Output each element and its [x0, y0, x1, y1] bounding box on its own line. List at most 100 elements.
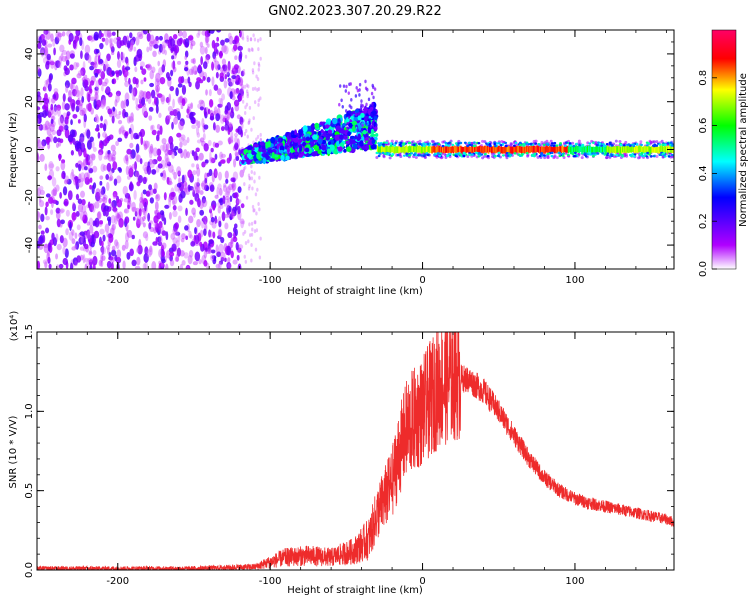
heatmap-cell	[227, 77, 232, 83]
heatmap-cell	[37, 142, 40, 147]
heatmap-cell	[251, 204, 255, 209]
heatmap-cell	[566, 145, 569, 153]
heatmap-cell	[392, 146, 395, 154]
heatmap-cell	[339, 134, 344, 141]
heatmap-cell	[118, 218, 124, 228]
heatmap-cell	[77, 198, 83, 205]
heatmap-cell	[547, 146, 550, 154]
heatmap-cell	[356, 88, 360, 93]
heatmap-cell	[463, 146, 465, 154]
heatmap-cell	[163, 192, 167, 201]
heatmap-cell	[141, 199, 146, 204]
heatmap-cell	[138, 131, 143, 137]
heatmap-cell	[227, 136, 233, 144]
heatmap-cell	[372, 85, 375, 90]
heatmap-cell	[220, 39, 225, 46]
heatmap-cell	[435, 142, 439, 145]
heatmap-cell	[210, 254, 215, 261]
heatmap-cell	[77, 70, 84, 77]
heatmap-cell	[455, 146, 458, 154]
heatmap-cell	[201, 196, 207, 204]
heatmap-cell	[159, 144, 165, 151]
heatmap-cell	[76, 141, 82, 152]
heatmap-cell	[651, 140, 655, 144]
heatmap-cell	[184, 50, 189, 58]
heatmap-cell	[102, 234, 106, 242]
heatmap-cell	[180, 190, 186, 199]
heatmap-cell	[512, 146, 514, 154]
heatmap-cell	[247, 173, 251, 178]
heatmap-cell	[98, 68, 103, 77]
heatmap-cell	[446, 154, 449, 158]
heatmap-cell	[187, 169, 193, 179]
heatmap-cell	[143, 111, 149, 116]
heatmap-cell	[190, 58, 195, 64]
heatmap-cell	[478, 146, 480, 153]
heatmap-cell	[665, 145, 668, 153]
heatmap-cell	[172, 194, 178, 205]
heatmap-cell	[258, 207, 261, 212]
y-tick-label: 0.0	[24, 562, 35, 578]
heatmap-cell	[509, 143, 513, 147]
heatmap-cell	[482, 146, 485, 154]
heatmap-cell	[513, 146, 515, 154]
heatmap-cell	[584, 145, 587, 153]
heatmap-cell	[106, 30, 112, 39]
heatmap-cell	[130, 111, 134, 122]
heatmap-cell	[111, 51, 115, 56]
heatmap-cell	[152, 158, 158, 165]
heatmap-cell	[616, 146, 619, 153]
heatmap-cell	[219, 204, 224, 210]
heatmap-cell	[115, 90, 121, 97]
heatmap-cell	[172, 109, 178, 117]
heatmap-cell	[50, 97, 56, 104]
heatmap-cell	[194, 181, 200, 190]
heatmap-cell	[62, 93, 66, 102]
heatmap-cell	[56, 129, 62, 137]
heatmap-cell	[41, 39, 47, 47]
heatmap-cell	[80, 87, 84, 97]
heatmap-cell	[140, 90, 145, 97]
x-tick-label: 100	[565, 275, 584, 286]
heatmap-cell	[184, 38, 190, 48]
heatmap-cell	[502, 146, 505, 154]
heatmap-cell	[83, 74, 88, 79]
heatmap-cell	[396, 153, 400, 157]
heatmap-cell	[196, 139, 202, 144]
heatmap-cell	[249, 37, 253, 42]
heatmap-cell	[468, 143, 472, 146]
heatmap-cell	[176, 132, 182, 138]
heatmap-cell	[179, 118, 185, 127]
heatmap-cell	[426, 153, 430, 157]
heatmap-cell	[74, 89, 80, 98]
heatmap-cell	[204, 172, 208, 181]
heatmap-cell	[186, 136, 190, 144]
heatmap-cell	[537, 146, 540, 153]
heatmap-cell	[197, 120, 201, 129]
heatmap-cell	[469, 146, 472, 154]
heatmap-cell	[176, 166, 182, 176]
heatmap-cell	[188, 185, 194, 191]
heatmap-cell	[216, 186, 220, 197]
heatmap-cell	[426, 140, 430, 144]
heatmap-cell	[209, 184, 215, 192]
heatmap-cell	[209, 205, 213, 211]
heatmap-cell	[131, 163, 136, 169]
heatmap-cell	[92, 147, 97, 153]
heatmap-cell	[80, 67, 86, 76]
heatmap-cell	[259, 138, 263, 143]
heatmap-cell	[116, 59, 122, 68]
heatmap-cell	[229, 195, 233, 203]
heatmap-cell	[243, 84, 247, 89]
heatmap-cell	[123, 99, 127, 109]
heatmap-cell	[99, 42, 104, 50]
heatmap-cell	[126, 115, 132, 124]
heatmap-cell	[131, 87, 135, 97]
heatmap-cell	[537, 143, 541, 146]
heatmap-cell	[52, 94, 57, 100]
heatmap-cell	[123, 155, 129, 164]
heatmap-cell	[336, 140, 340, 148]
heatmap-cell	[490, 146, 493, 154]
heatmap-cell	[556, 146, 558, 153]
heatmap-cell	[256, 134, 260, 139]
